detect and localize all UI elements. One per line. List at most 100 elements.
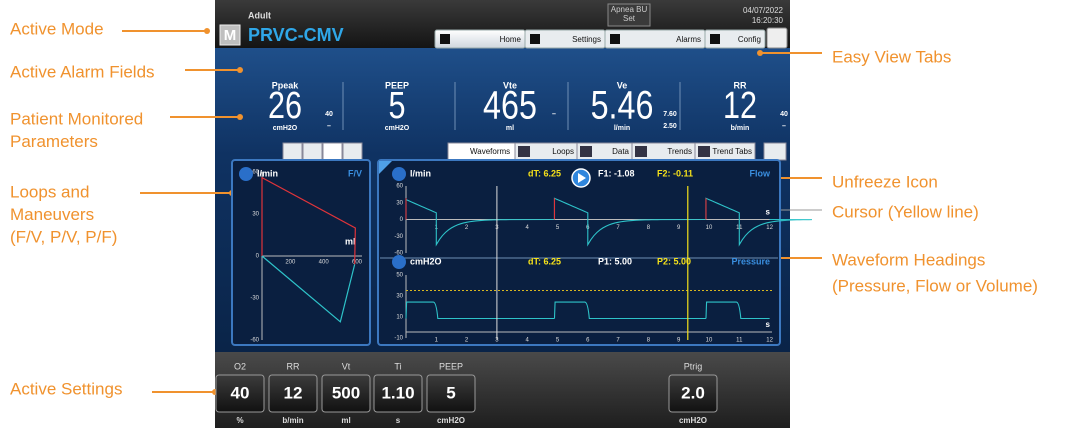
parameter-value: 5.46: [591, 82, 654, 127]
setting-box[interactable]: [321, 374, 371, 413]
y-tick-label: 0: [256, 254, 260, 260]
parameter-unit: cmH2O: [273, 125, 298, 132]
x-tick-label: 8: [647, 338, 651, 344]
loop-panel: [231, 159, 371, 346]
waveform-cursor-2: P2: 5.00: [657, 256, 691, 266]
y-tick-label: 30: [396, 200, 403, 206]
view-tab-label: Trend Tabs: [712, 147, 752, 156]
setting-box[interactable]: [668, 374, 718, 413]
waveform-x-unit: s: [766, 208, 771, 217]
y-tick-label: 60: [252, 170, 259, 176]
tab-label: Alarms: [676, 35, 701, 44]
y-tick-label: 60: [396, 184, 403, 190]
view-tab-icon: [698, 146, 710, 157]
setting-box[interactable]: [215, 374, 265, 413]
parameter-name: Ve: [617, 80, 628, 90]
x-tick-label: 7: [616, 338, 620, 344]
setting-box[interactable]: [268, 374, 318, 413]
lock-icon[interactable]: [766, 27, 788, 49]
y-tick-label: -60: [394, 251, 403, 257]
flow-trace: [405, 197, 813, 247]
x-tick-label: 3: [495, 338, 499, 344]
e-icon: [239, 167, 253, 181]
time: 16:20:30: [752, 16, 784, 25]
setting-box[interactable]: [373, 374, 423, 413]
y-tick-label: -60: [250, 338, 259, 344]
x-tick-label: 10: [706, 338, 713, 344]
x-tick-label: 7: [616, 225, 620, 231]
x-tick-label: 200: [285, 260, 296, 266]
view-tab-icon: [635, 146, 647, 157]
tab-icon: [610, 34, 620, 44]
annotation: Easy View Tabs: [832, 47, 951, 66]
setting-value: 12: [284, 383, 303, 402]
loop-tab[interactable]: [342, 142, 363, 161]
loop-tab[interactable]: [322, 142, 343, 161]
x-tick-label: 2: [465, 225, 469, 231]
loop-tab[interactable]: [282, 142, 303, 161]
setting-name: Ptrig: [684, 361, 703, 371]
tab-label: Config: [738, 35, 761, 44]
parameter-name: PEEP: [385, 80, 409, 90]
loop-type: F/V: [348, 168, 362, 178]
setting-unit: s: [396, 416, 401, 425]
x-tick-label: 400: [319, 260, 330, 266]
parameter-value: 5: [388, 85, 405, 127]
annotation: Parameters: [10, 132, 98, 151]
x-tick-label: 10: [706, 225, 713, 231]
setting-name: Vt: [342, 361, 351, 371]
waveform-dt: dT: 6.25: [528, 168, 561, 178]
x-tick-label: 8: [647, 225, 651, 231]
view-tab-icon: [518, 146, 530, 157]
parameter-value: 26: [268, 85, 302, 127]
loop-x-unit: ml: [345, 236, 356, 246]
apnea-text: Set: [623, 14, 636, 23]
content: Active Mode Active Alarm Fields Patient Mo…: [10, 3, 1038, 425]
setting-value: 2.0: [681, 383, 705, 402]
setting-name: Ti: [394, 361, 401, 371]
setting-value: 40: [231, 383, 250, 402]
patient-type: Adult: [248, 10, 271, 20]
setting-unit: %: [236, 416, 243, 425]
x-tick-label: 5: [556, 225, 560, 231]
view-tab-label: Data: [612, 147, 629, 156]
e-icon: [392, 167, 406, 181]
x-tick-label: 4: [526, 225, 530, 231]
e-icon: [392, 255, 406, 269]
x-tick-label: 12: [766, 338, 773, 344]
waveform-heading: Flow: [750, 168, 771, 178]
tab-icon: [710, 34, 720, 44]
waveform-dt: dT: 6.25: [528, 256, 561, 266]
mode-icon: [219, 24, 241, 46]
parameter-name: Vte: [503, 80, 517, 90]
annotation: Loops and: [10, 182, 89, 201]
loop-tab[interactable]: [302, 142, 323, 161]
waveform-unit: cmH2O: [410, 256, 442, 266]
parameter-name: RR: [734, 80, 747, 90]
setting-unit: cmH2O: [679, 416, 707, 425]
parameter-limit: 40: [325, 111, 333, 118]
setting-box[interactable]: [426, 374, 476, 413]
parameter-value: 12: [723, 85, 757, 127]
setting-name: RR: [287, 361, 300, 371]
mode: PRVC-CMV: [248, 25, 344, 45]
waveform-panel: [377, 159, 781, 346]
apnea-text: Apnea BU: [611, 5, 648, 14]
mode-icon-label: M: [224, 27, 237, 44]
pressure-trace: [405, 301, 770, 320]
view-tab-label: Waveforms: [470, 147, 510, 156]
annotation: Active Settings: [10, 379, 122, 398]
waveform-cursor-1: F1: -1.08: [598, 168, 635, 178]
parameter-name: Ppeak: [272, 80, 300, 90]
flow-trace-insp: [405, 198, 707, 220]
setting-unit: b/min: [282, 416, 303, 425]
x-tick-label: 6: [586, 338, 590, 344]
tab-icon: [530, 34, 540, 44]
annotation: Patient Monitored: [10, 109, 143, 128]
y-tick-label: 10: [396, 315, 403, 321]
x-tick-label: 2: [465, 338, 469, 344]
x-tick-label: 1: [435, 338, 439, 344]
lung-tab[interactable]: [763, 142, 787, 161]
tab-label: Settings: [572, 35, 601, 44]
x-tick-label: 4: [526, 338, 530, 344]
